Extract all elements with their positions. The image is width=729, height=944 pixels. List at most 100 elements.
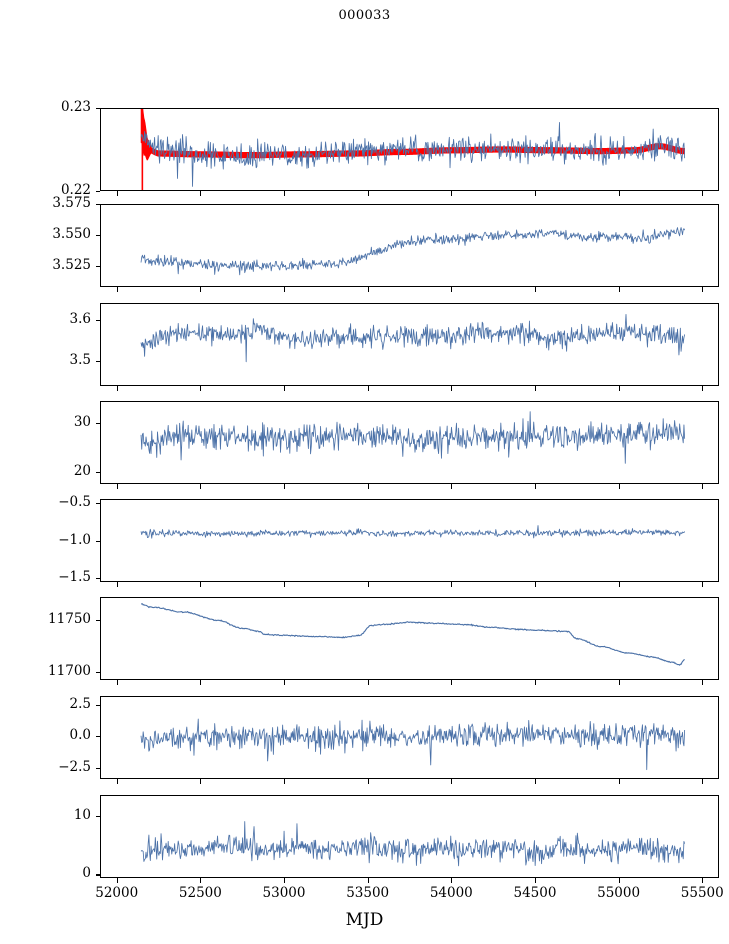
x-tick-mark [284,287,286,292]
x-tick-mark [451,779,453,784]
y-tick-label: 11750 [48,610,91,627]
x-tick-label: 52500 [178,885,222,901]
x-tick-mark [200,878,202,883]
plot-panel-b-0 [100,597,719,680]
x-tick-mark [618,878,620,883]
x-tick-mark [702,287,704,292]
y-tick-label: −1.5 [58,569,91,586]
series-sigma0 [140,227,686,276]
plot-panel-chi-2 [100,795,719,878]
y-tick-mark [95,361,100,363]
y-tick-label: 3.6 [69,310,91,327]
x-tick-label: 54000 [429,885,473,901]
y-tick-label: 3.575 [52,195,91,211]
y-tick-mark [95,815,100,817]
x-tick-mark [451,386,453,391]
y-tick-mark [95,234,100,237]
plot-panel-f-knee-mhz- [100,401,719,484]
y-tick-label: −1.0 [58,531,91,548]
y-tick-mark [95,704,100,706]
y-tick-mark [95,874,100,876]
x-tick-mark [451,878,453,883]
y-tick-label: 10 [73,806,91,823]
x-tick-mark [200,779,202,784]
x-tick-mark [116,287,118,292]
series-alpha [140,525,686,539]
panel-plot-area [140,603,685,666]
panel-plot-area [140,109,686,190]
panel-plot-area [140,411,686,464]
y-tick-label: −0.5 [58,493,91,510]
x-tick-mark [618,680,620,685]
y-tick-mark [95,204,100,206]
x-tick-mark [534,484,537,489]
x-tick-mark [534,779,537,784]
x-tick-mark [367,779,369,784]
y-tick-label: 0.0 [69,727,91,744]
x-tick-mark [116,582,118,587]
x-tick-mark [451,287,453,292]
x-tick-mark [534,386,537,391]
x-tick-label: 55500 [680,885,724,901]
x-tick-mark [534,878,537,883]
y-tick-mark [95,671,100,673]
x-tick-mark [200,287,202,292]
x-tick-mark [702,779,704,784]
x-tick-mark [284,386,286,391]
y-tick-mark [95,319,100,321]
x-tick-mark [116,386,118,391]
series-sigma1 [140,313,686,363]
y-tick-label: 2.5 [69,695,91,712]
y-tick-mark [95,578,100,580]
x-tick-mark [200,484,202,489]
x-tick-mark [284,878,286,883]
x-tick-mark [367,878,369,883]
plot-panel-sigma-0-du- [100,204,719,287]
panel-plot-area [140,821,686,867]
x-tick-mark [618,779,620,784]
y-tick-label: 20 [73,462,91,479]
x-tick-mark [534,287,537,292]
x-tick-mark [200,582,202,587]
x-axis-label: MJD [345,910,384,930]
x-tick-mark [200,680,202,685]
x-tick-mark [702,680,704,685]
plot-panel-g [100,108,719,191]
y-tick-label: 30 [73,413,91,430]
x-tick-mark [367,386,369,391]
x-tick-mark [116,779,118,784]
x-tick-label: 53000 [262,885,306,901]
plot-panel-alpha [100,499,719,582]
y-tick-mark [95,422,100,425]
plot-panel-sigma-1-mk-s-1-2- [100,303,719,386]
x-tick-mark [618,191,620,196]
y-tick-mark [95,767,100,769]
x-tick-mark [116,484,118,489]
x-tick-mark [702,191,704,196]
x-tick-mark [200,191,202,196]
x-tick-mark [367,582,369,587]
x-tick-mark [451,680,453,685]
x-tick-mark [284,484,286,489]
x-tick-mark [702,386,704,391]
x-tick-mark [702,484,704,489]
x-tick-mark [451,582,453,587]
x-tick-mark [367,191,369,196]
y-tick-label: 3.525 [52,256,91,273]
y-tick-mark [95,502,100,504]
y-tick-label: 3.5 [69,352,91,369]
y-tick-label: 3.550 [52,225,91,242]
x-tick-mark [618,582,620,587]
y-tick-mark [95,736,100,738]
series-chi2 [140,821,686,867]
series-g-model [140,109,685,161]
plot-panel-b-1 [100,696,719,779]
y-tick-mark [95,265,100,268]
y-tick-mark [95,191,100,193]
x-tick-mark [367,484,369,489]
x-tick-mark [367,287,369,292]
y-tick-label: 0.23 [60,99,91,115]
x-tick-mark [116,680,118,685]
x-tick-mark [367,680,369,685]
